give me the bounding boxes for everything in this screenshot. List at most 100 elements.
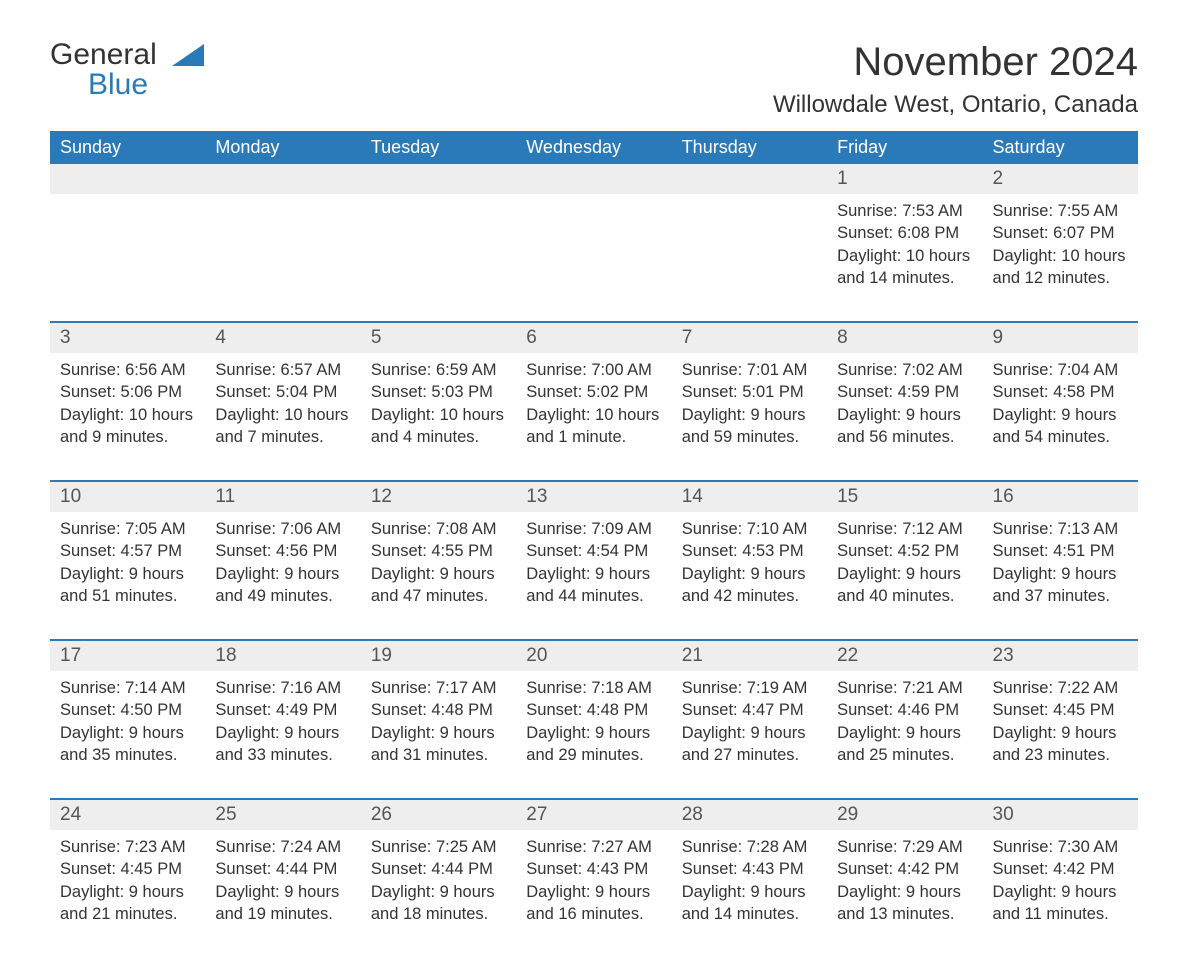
day-detail: Sunrise: 7:19 AMSunset: 4:47 PMDaylight:… bbox=[672, 671, 827, 766]
sunset-line: Sunset: 5:06 PM bbox=[60, 381, 195, 403]
day-detail: Sunrise: 7:14 AMSunset: 4:50 PMDaylight:… bbox=[50, 671, 205, 766]
day-header: Thursday bbox=[672, 131, 827, 164]
day-cell: Sunrise: 7:05 AMSunset: 4:57 PMDaylight:… bbox=[50, 512, 205, 640]
sunset-line: Sunset: 4:58 PM bbox=[993, 381, 1128, 403]
sunset-line: Sunset: 4:49 PM bbox=[215, 699, 350, 721]
month-title: November 2024 bbox=[773, 40, 1138, 85]
day-detail: Sunrise: 7:00 AMSunset: 5:02 PMDaylight:… bbox=[516, 353, 671, 448]
sunrise-line: Sunrise: 7:28 AM bbox=[682, 836, 817, 858]
day-detail: Sunrise: 7:06 AMSunset: 4:56 PMDaylight:… bbox=[205, 512, 360, 607]
week-row: Sunrise: 6:56 AMSunset: 5:06 PMDaylight:… bbox=[50, 353, 1138, 481]
sunset-line: Sunset: 4:43 PM bbox=[526, 858, 661, 880]
daynum-row: 10111213141516 bbox=[50, 481, 1138, 512]
day-cell: Sunrise: 7:17 AMSunset: 4:48 PMDaylight:… bbox=[361, 671, 516, 799]
week-row: Sunrise: 7:14 AMSunset: 4:50 PMDaylight:… bbox=[50, 671, 1138, 799]
day-number-cell: 23 bbox=[983, 640, 1138, 671]
brand-word-1: General bbox=[50, 38, 157, 71]
day-header: Monday bbox=[205, 131, 360, 164]
day-cell: Sunrise: 7:25 AMSunset: 4:44 PMDaylight:… bbox=[361, 830, 516, 958]
day-detail: Sunrise: 7:23 AMSunset: 4:45 PMDaylight:… bbox=[50, 830, 205, 925]
sunrise-line: Sunrise: 7:29 AM bbox=[837, 836, 972, 858]
day-cell: Sunrise: 7:23 AMSunset: 4:45 PMDaylight:… bbox=[50, 830, 205, 958]
day-detail: Sunrise: 7:12 AMSunset: 4:52 PMDaylight:… bbox=[827, 512, 982, 607]
day-number-cell: 10 bbox=[50, 481, 205, 512]
daylight-line: Daylight: 9 hours and 40 minutes. bbox=[837, 563, 972, 608]
day-number-cell bbox=[361, 164, 516, 194]
sunrise-line: Sunrise: 7:02 AM bbox=[837, 359, 972, 381]
day-header: Saturday bbox=[983, 131, 1138, 164]
day-cell bbox=[516, 194, 671, 322]
page-header: General Blue November 2024 Willowdale We… bbox=[50, 40, 1138, 119]
sunset-line: Sunset: 4:50 PM bbox=[60, 699, 195, 721]
daylight-line: Daylight: 9 hours and 56 minutes. bbox=[837, 404, 972, 449]
sunset-line: Sunset: 4:51 PM bbox=[993, 540, 1128, 562]
day-cell bbox=[672, 194, 827, 322]
day-detail: Sunrise: 7:25 AMSunset: 4:44 PMDaylight:… bbox=[361, 830, 516, 925]
sunrise-line: Sunrise: 7:22 AM bbox=[993, 677, 1128, 699]
sunrise-line: Sunrise: 7:21 AM bbox=[837, 677, 972, 699]
sunrise-line: Sunrise: 6:56 AM bbox=[60, 359, 195, 381]
day-number-cell: 15 bbox=[827, 481, 982, 512]
day-detail: Sunrise: 7:24 AMSunset: 4:44 PMDaylight:… bbox=[205, 830, 360, 925]
sunset-line: Sunset: 4:44 PM bbox=[215, 858, 350, 880]
daynum-row: 3456789 bbox=[50, 322, 1138, 353]
day-cell: Sunrise: 7:09 AMSunset: 4:54 PMDaylight:… bbox=[516, 512, 671, 640]
day-number-cell bbox=[50, 164, 205, 194]
day-number-cell bbox=[672, 164, 827, 194]
day-number-cell: 4 bbox=[205, 322, 360, 353]
daylight-line: Daylight: 10 hours and 7 minutes. bbox=[215, 404, 350, 449]
day-detail: Sunrise: 7:09 AMSunset: 4:54 PMDaylight:… bbox=[516, 512, 671, 607]
day-number-cell: 25 bbox=[205, 799, 360, 830]
day-cell: Sunrise: 6:59 AMSunset: 5:03 PMDaylight:… bbox=[361, 353, 516, 481]
daylight-line: Daylight: 10 hours and 4 minutes. bbox=[371, 404, 506, 449]
day-cell: Sunrise: 7:02 AMSunset: 4:59 PMDaylight:… bbox=[827, 353, 982, 481]
day-detail: Sunrise: 7:28 AMSunset: 4:43 PMDaylight:… bbox=[672, 830, 827, 925]
day-cell: Sunrise: 7:10 AMSunset: 4:53 PMDaylight:… bbox=[672, 512, 827, 640]
day-number-cell: 19 bbox=[361, 640, 516, 671]
day-header: Friday bbox=[827, 131, 982, 164]
day-number-cell: 2 bbox=[983, 164, 1138, 194]
day-header: Tuesday bbox=[361, 131, 516, 164]
sunrise-line: Sunrise: 7:55 AM bbox=[993, 200, 1128, 222]
daylight-line: Daylight: 9 hours and 21 minutes. bbox=[60, 881, 195, 926]
day-number-cell: 11 bbox=[205, 481, 360, 512]
day-cell: Sunrise: 7:53 AMSunset: 6:08 PMDaylight:… bbox=[827, 194, 982, 322]
daylight-line: Daylight: 9 hours and 27 minutes. bbox=[682, 722, 817, 767]
daylight-line: Daylight: 9 hours and 29 minutes. bbox=[526, 722, 661, 767]
sunset-line: Sunset: 5:04 PM bbox=[215, 381, 350, 403]
day-cell: Sunrise: 7:28 AMSunset: 4:43 PMDaylight:… bbox=[672, 830, 827, 958]
sunrise-line: Sunrise: 7:25 AM bbox=[371, 836, 506, 858]
sunrise-line: Sunrise: 7:08 AM bbox=[371, 518, 506, 540]
day-number-cell: 14 bbox=[672, 481, 827, 512]
day-detail: Sunrise: 7:55 AMSunset: 6:07 PMDaylight:… bbox=[983, 194, 1138, 289]
calendar-table: SundayMondayTuesdayWednesdayThursdayFrid… bbox=[50, 131, 1138, 958]
day-cell: Sunrise: 6:56 AMSunset: 5:06 PMDaylight:… bbox=[50, 353, 205, 481]
day-detail: Sunrise: 7:10 AMSunset: 4:53 PMDaylight:… bbox=[672, 512, 827, 607]
day-detail: Sunrise: 7:18 AMSunset: 4:48 PMDaylight:… bbox=[516, 671, 671, 766]
daylight-line: Daylight: 10 hours and 9 minutes. bbox=[60, 404, 195, 449]
daylight-line: Daylight: 9 hours and 14 minutes. bbox=[682, 881, 817, 926]
day-cell: Sunrise: 7:19 AMSunset: 4:47 PMDaylight:… bbox=[672, 671, 827, 799]
day-detail: Sunrise: 7:08 AMSunset: 4:55 PMDaylight:… bbox=[361, 512, 516, 607]
day-number-cell: 22 bbox=[827, 640, 982, 671]
daynum-row: 24252627282930 bbox=[50, 799, 1138, 830]
daylight-line: Daylight: 9 hours and 18 minutes. bbox=[371, 881, 506, 926]
day-cell: Sunrise: 7:14 AMSunset: 4:50 PMDaylight:… bbox=[50, 671, 205, 799]
daylight-line: Daylight: 9 hours and 49 minutes. bbox=[215, 563, 350, 608]
day-cell: Sunrise: 7:27 AMSunset: 4:43 PMDaylight:… bbox=[516, 830, 671, 958]
sunrise-line: Sunrise: 7:04 AM bbox=[993, 359, 1128, 381]
day-number-cell: 9 bbox=[983, 322, 1138, 353]
sunrise-line: Sunrise: 7:19 AM bbox=[682, 677, 817, 699]
day-cell bbox=[361, 194, 516, 322]
day-detail: Sunrise: 7:01 AMSunset: 5:01 PMDaylight:… bbox=[672, 353, 827, 448]
sunset-line: Sunset: 5:03 PM bbox=[371, 381, 506, 403]
day-cell: Sunrise: 7:06 AMSunset: 4:56 PMDaylight:… bbox=[205, 512, 360, 640]
day-number-cell: 21 bbox=[672, 640, 827, 671]
daylight-line: Daylight: 9 hours and 16 minutes. bbox=[526, 881, 661, 926]
sunrise-line: Sunrise: 6:57 AM bbox=[215, 359, 350, 381]
day-cell: Sunrise: 7:08 AMSunset: 4:55 PMDaylight:… bbox=[361, 512, 516, 640]
day-detail: Sunrise: 7:29 AMSunset: 4:42 PMDaylight:… bbox=[827, 830, 982, 925]
sunset-line: Sunset: 4:55 PM bbox=[371, 540, 506, 562]
day-cell: Sunrise: 7:55 AMSunset: 6:07 PMDaylight:… bbox=[983, 194, 1138, 322]
week-row: Sunrise: 7:53 AMSunset: 6:08 PMDaylight:… bbox=[50, 194, 1138, 322]
